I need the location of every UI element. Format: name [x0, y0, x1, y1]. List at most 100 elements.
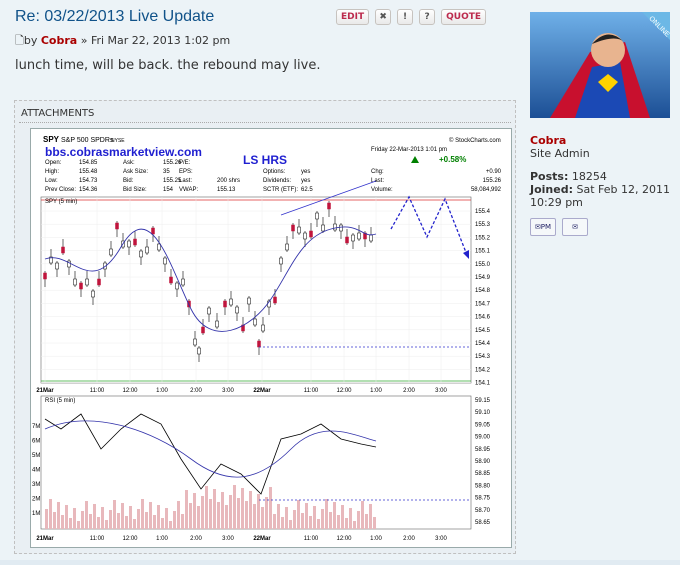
joined: Sat Feb 12, 2011 10:29 pm	[530, 183, 670, 209]
candle	[369, 234, 373, 242]
volume-bar	[177, 501, 180, 529]
volume-bar	[361, 501, 364, 529]
quote-value: 155.25	[163, 178, 182, 184]
volume-bar	[317, 519, 320, 529]
info-button[interactable]: ?	[419, 9, 436, 25]
volume-bar	[181, 514, 184, 529]
quote-label: Last:	[371, 178, 384, 184]
volume-bar	[345, 518, 348, 529]
volume-bar	[161, 518, 164, 529]
candle	[357, 232, 361, 240]
rank: Site Admin	[530, 147, 590, 160]
time-tick-label: 11:00	[90, 536, 105, 542]
delete-button[interactable]: ✖	[375, 9, 392, 25]
projection-head	[463, 250, 469, 259]
volume-bar	[233, 485, 236, 529]
email-button[interactable]: ✉	[562, 218, 588, 236]
volume-bar	[321, 509, 324, 529]
report-button[interactable]: !	[397, 9, 414, 25]
quote-label: Last:	[179, 178, 192, 184]
volume-bar	[85, 501, 88, 529]
rsi-tick-label: 59.05	[475, 422, 491, 428]
post-date: Fri Mar 22, 2013 1:02 pm	[90, 34, 231, 47]
price-panel-label: SPY (5 min)	[45, 199, 77, 205]
volume-bar	[157, 505, 160, 529]
time-tick-label: 11:00	[90, 388, 105, 394]
candle	[115, 222, 119, 230]
volume-tick-label: 2M	[32, 497, 40, 503]
volume-bar	[373, 517, 376, 529]
volume-bar	[133, 519, 136, 529]
volume-bar	[109, 510, 112, 529]
volume-bar	[185, 490, 188, 529]
candle	[79, 282, 83, 290]
volume-bar	[137, 509, 140, 529]
price-tick-label: 155.4	[475, 209, 491, 215]
time-tick-label: 1:00	[370, 388, 382, 394]
by: by	[23, 34, 38, 47]
rsi-tick-label: 58.85	[475, 471, 491, 477]
candle	[49, 256, 53, 264]
pm-button[interactable]: ✉PM	[530, 218, 556, 236]
channel	[280, 180, 377, 216]
volume-bar	[101, 507, 104, 529]
rsi-tick-label: 58.80	[475, 483, 491, 489]
rsi-tick-label: 58.90	[475, 459, 491, 465]
volume-bar	[241, 488, 244, 529]
attachments-label: ATTACHMENTS	[21, 108, 95, 119]
volume-bar	[229, 495, 232, 529]
volume-tick-label: 5M	[32, 453, 40, 459]
post-title[interactable]: Re: 03/22/2013 Live Update	[15, 8, 215, 25]
volume-bar	[81, 511, 84, 529]
candle	[193, 338, 197, 346]
volume-bar	[165, 508, 168, 529]
volume-bar	[301, 513, 304, 529]
quote-label: High:	[45, 169, 59, 175]
volume-bar	[93, 504, 96, 529]
posts: 18254	[571, 170, 607, 183]
candle	[157, 243, 161, 251]
volume-tick-label: 1M	[32, 511, 40, 517]
volume-bar	[217, 502, 220, 529]
candle	[351, 234, 355, 242]
volume-bar	[289, 520, 292, 529]
rsi-tick-label: 59.10	[475, 410, 491, 416]
candle	[175, 282, 179, 290]
volume-bar	[57, 502, 60, 529]
quote-button[interactable]: QUOTE	[441, 9, 487, 25]
candle	[279, 257, 283, 265]
candle	[181, 278, 185, 286]
quote-label: Ask Size:	[123, 169, 148, 175]
volume-bar	[73, 508, 76, 529]
site: bbs.cobrasmarketview.com	[45, 145, 202, 159]
candle	[201, 326, 205, 334]
volume-bar	[193, 493, 196, 529]
volume-bar	[77, 521, 80, 529]
quote-label: Options:	[263, 169, 286, 175]
time-tick-label: 3:00	[222, 536, 234, 542]
price-tick-label: 154.7	[475, 301, 491, 307]
edit-button[interactable]: EDIT	[336, 9, 370, 25]
volume-bar	[117, 513, 120, 529]
rsi-tick-label: 58.65	[475, 520, 491, 526]
volume-bar	[145, 512, 148, 529]
time-tick-label: 22Mar	[253, 536, 271, 542]
candle	[257, 340, 261, 348]
candle	[273, 296, 277, 304]
quote-label: Open:	[45, 160, 62, 166]
candle	[139, 250, 143, 258]
candle	[223, 300, 227, 308]
rsi-tick-label: 59.00	[475, 435, 491, 441]
candle	[67, 260, 71, 268]
quote-value: 154.73	[79, 178, 98, 184]
source: © StockCharts.com	[449, 137, 501, 144]
quote-value: yes	[301, 169, 310, 175]
author[interactable]: Cobra	[40, 34, 78, 47]
exchange: NYSE	[111, 138, 125, 144]
up-arrow	[411, 156, 419, 163]
username[interactable]: Cobra	[530, 134, 567, 147]
quote-label: Volume:	[371, 187, 393, 193]
